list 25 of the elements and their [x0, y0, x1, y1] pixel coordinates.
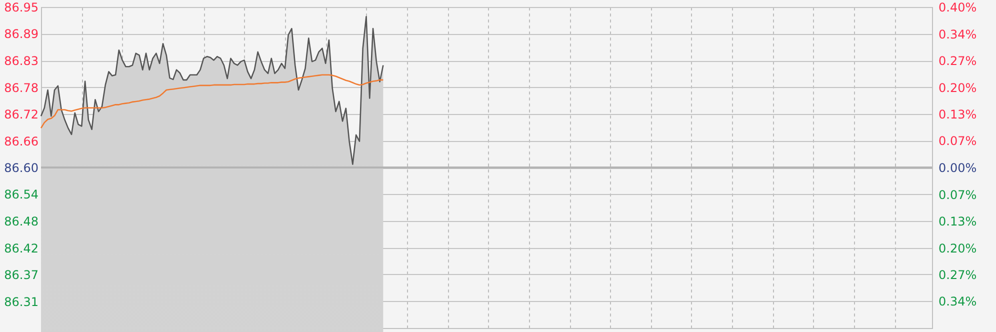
- y2-tick-label: 0.13%: [938, 108, 977, 122]
- y-tick-label: 86.42: [4, 241, 38, 256]
- y-tick-label: 86.83: [4, 54, 38, 68]
- y2-tick-label: 0.20%: [938, 80, 977, 95]
- y-tick-label: 86.95: [4, 0, 38, 14]
- y2-tick-label: 0.34%: [938, 294, 977, 309]
- y-tick-label: 86.54: [4, 188, 38, 202]
- y2-tick-label: 0.27%: [938, 54, 977, 68]
- y-tick-label: 86.72: [4, 107, 38, 122]
- y-tick-label: 86.37: [4, 268, 38, 282]
- y-tick-label: 86.31: [4, 294, 38, 309]
- y-tick-label: 86.60: [4, 161, 38, 175]
- y2-tick-label: 0.34%: [938, 27, 977, 42]
- y-tick-label: 86.66: [4, 134, 38, 148]
- y2-tick-label: 0.07%: [938, 188, 977, 202]
- y-tick-label: 86.78: [4, 80, 38, 95]
- y2-tick-label: 0.20%: [938, 241, 977, 256]
- y2-tick-label: 0.07%: [938, 134, 977, 148]
- y2-tick-label: 0.27%: [938, 268, 977, 282]
- y2-tick-label: 0.00%: [938, 161, 977, 175]
- y-tick-label: 86.89: [4, 27, 38, 42]
- y2-tick-label: 0.40%: [938, 0, 977, 14]
- line-series: [40, 74, 384, 129]
- y2-tick-label: 0.13%: [938, 214, 977, 228]
- y-tick-label: 86.48: [4, 214, 38, 229]
